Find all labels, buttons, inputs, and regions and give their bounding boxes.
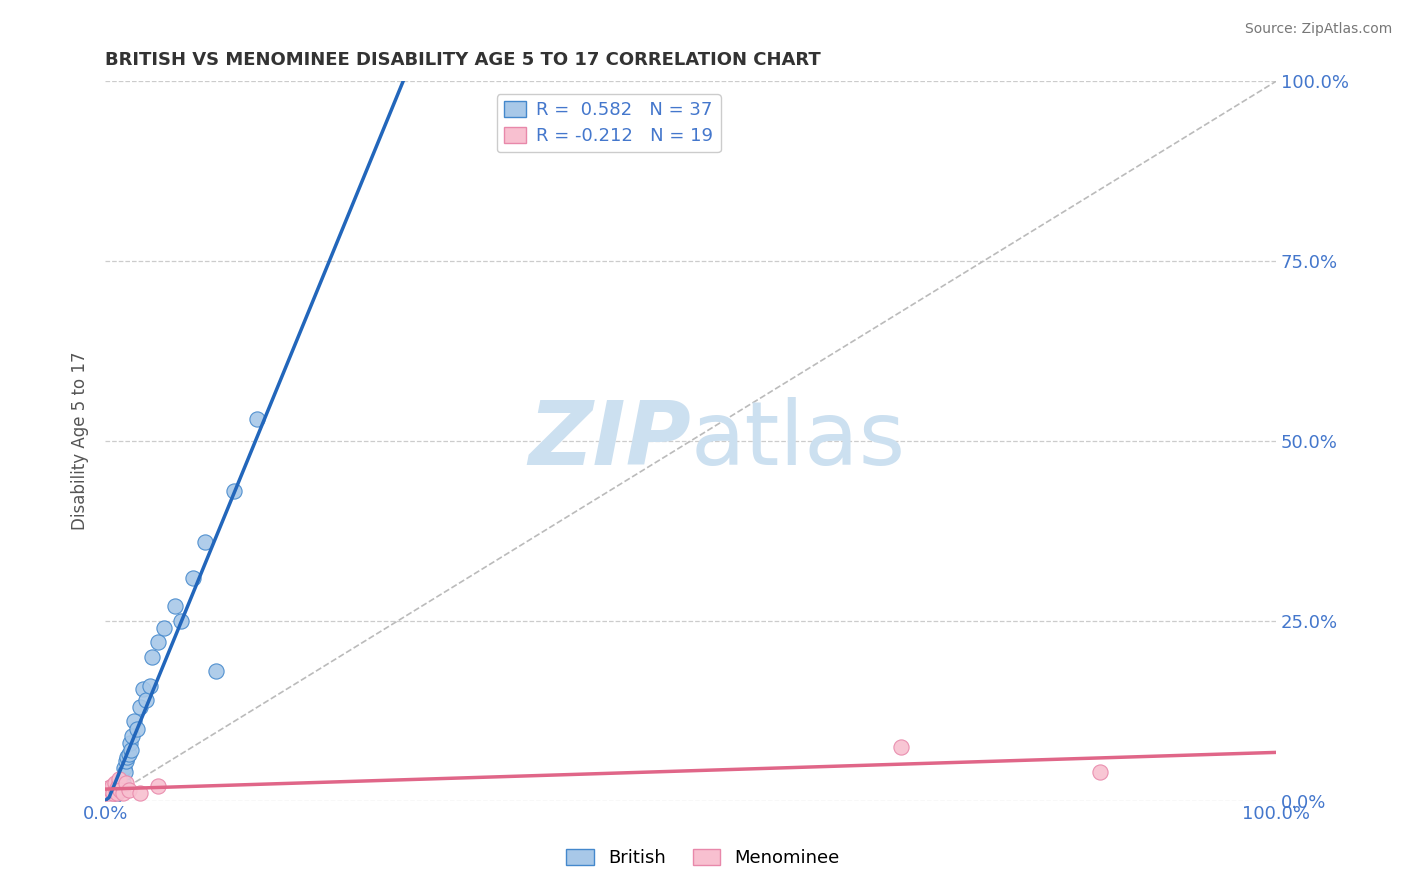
- Point: [105, 779, 128, 793]
- Point: [165, 599, 187, 614]
- Point: [129, 700, 152, 714]
- Point: [146, 635, 169, 649]
- Point: [108, 772, 131, 786]
- Text: Source: ZipAtlas.com: Source: ZipAtlas.com: [1244, 22, 1392, 37]
- Point: [124, 714, 146, 729]
- Point: [105, 786, 128, 800]
- Point: [246, 412, 269, 426]
- Point: [100, 782, 122, 797]
- Point: [141, 649, 163, 664]
- Legend: British, Menominee: British, Menominee: [560, 841, 846, 874]
- Point: [98, 788, 121, 802]
- Point: [121, 729, 143, 743]
- Point: [98, 788, 121, 802]
- Point: [114, 764, 136, 779]
- Point: [103, 786, 125, 800]
- Point: [135, 693, 157, 707]
- Point: [138, 679, 160, 693]
- Point: [101, 779, 124, 793]
- Point: [103, 788, 125, 802]
- Point: [205, 664, 228, 678]
- Point: [125, 722, 148, 736]
- Point: [111, 786, 134, 800]
- Point: [108, 775, 131, 789]
- Point: [103, 786, 125, 800]
- Point: [104, 782, 127, 797]
- Point: [222, 484, 245, 499]
- Point: [110, 782, 132, 797]
- Point: [120, 743, 142, 757]
- Point: [97, 785, 120, 799]
- Text: atlas: atlas: [690, 398, 905, 484]
- Point: [100, 786, 122, 800]
- Y-axis label: Disability Age 5 to 17: Disability Age 5 to 17: [72, 351, 89, 530]
- Point: [103, 775, 125, 789]
- Text: BRITISH VS MENOMINEE DISABILITY AGE 5 TO 17 CORRELATION CHART: BRITISH VS MENOMINEE DISABILITY AGE 5 TO…: [105, 51, 821, 69]
- Point: [112, 761, 135, 775]
- Text: ZIP: ZIP: [527, 398, 690, 484]
- Legend: R =  0.582   N = 37, R = -0.212   N = 19: R = 0.582 N = 37, R = -0.212 N = 19: [496, 94, 721, 153]
- Point: [107, 782, 129, 797]
- Point: [170, 614, 193, 628]
- Point: [117, 782, 139, 797]
- Point: [1090, 764, 1112, 779]
- Point: [110, 779, 132, 793]
- Point: [181, 571, 204, 585]
- Point: [117, 750, 139, 764]
- Point: [152, 621, 174, 635]
- Point: [131, 682, 153, 697]
- Point: [104, 782, 127, 797]
- Point: [129, 786, 152, 800]
- Point: [115, 754, 138, 768]
- Point: [117, 747, 139, 761]
- Point: [110, 772, 132, 786]
- Point: [890, 739, 912, 754]
- Point: [111, 775, 134, 789]
- Point: [118, 736, 141, 750]
- Point: [194, 534, 217, 549]
- Point: [96, 780, 118, 795]
- Point: [97, 790, 120, 805]
- Point: [107, 779, 129, 793]
- Point: [115, 775, 138, 789]
- Point: [146, 779, 169, 793]
- Point: [101, 785, 124, 799]
